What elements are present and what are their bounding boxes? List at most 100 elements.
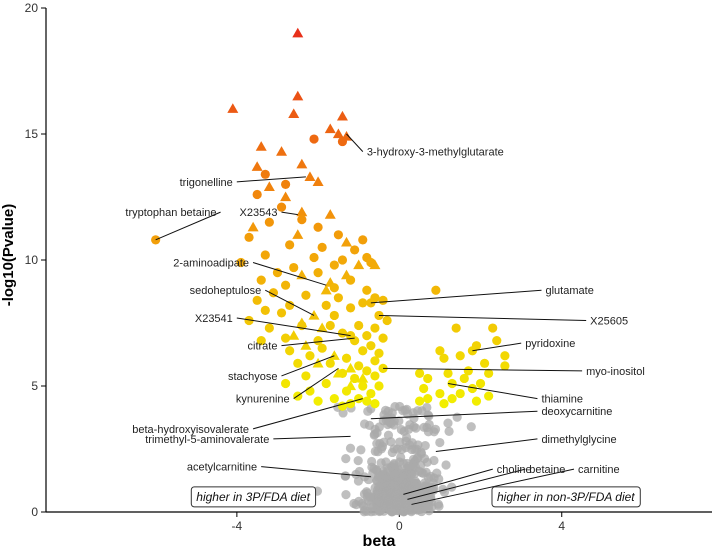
significant-circle-point <box>280 280 291 290</box>
significant-circle-point <box>337 328 348 338</box>
significant-circle-point <box>362 396 372 406</box>
significant-circle-point <box>305 351 315 361</box>
significant-circle-point <box>252 295 262 305</box>
significant-circle-point <box>455 388 465 399</box>
annotation-leader <box>252 262 327 286</box>
significant-circle-point <box>451 323 461 333</box>
x-tick-label: 0 <box>396 519 403 533</box>
significant-circle-point <box>370 399 380 409</box>
annotation-leader <box>236 176 306 183</box>
annotation-label: pyridoxine <box>525 338 575 350</box>
significant-triangle-point <box>296 158 308 169</box>
annotation-leader <box>281 211 298 216</box>
significant-circle-point <box>374 348 384 358</box>
annotation-label: glutamate <box>546 285 594 297</box>
significant-points <box>151 27 510 411</box>
annotation-label: X23543 <box>240 207 278 219</box>
annotation-label: stachyose <box>228 371 278 383</box>
significant-triangle-point <box>336 110 348 121</box>
nonsig-point <box>405 420 415 430</box>
nonsig-point <box>443 418 453 428</box>
significant-circle-point <box>370 371 380 381</box>
y-tick-label: 0 <box>31 505 38 519</box>
direction-box: higher in non-3P/FDA diet <box>491 486 641 508</box>
annotation-label: dimethylglycine <box>541 434 616 446</box>
nonsignificant-points <box>312 401 476 517</box>
nonsig-point <box>444 426 454 436</box>
annotation-label: deoxycarnitine <box>541 406 612 418</box>
annotation-leader <box>293 367 339 400</box>
x-tick-label: 4 <box>558 519 565 533</box>
axes: 0 5 10 15 20 -4 0 4 <box>25 1 712 533</box>
significant-circle-point <box>423 394 433 404</box>
significant-circle-point <box>443 368 453 378</box>
annotation-labels: 3-hydroxy-3-methylglutarate trigonelline t… <box>125 147 644 477</box>
annotation-label: sedoheptulose <box>190 285 262 297</box>
nonsig-point <box>381 482 391 492</box>
nonsig-point <box>382 463 392 473</box>
annotation-label: myo-inositol <box>586 366 645 378</box>
direction-box-label: higher in 3P/FDA diet <box>196 490 310 504</box>
significant-circle-point <box>350 336 360 346</box>
significant-triangle-point <box>308 309 320 320</box>
significant-circle-point <box>374 381 384 391</box>
significant-circle-point <box>447 394 457 404</box>
nonsig-point <box>439 487 450 497</box>
annotation-leader <box>411 468 575 505</box>
significant-circle-point <box>309 134 319 144</box>
nonsig-point <box>359 507 369 517</box>
annotation-leader <box>403 468 493 495</box>
nonsig-point <box>389 420 399 430</box>
significant-circle-point <box>350 373 360 384</box>
significant-circle-point <box>280 179 291 189</box>
nonsig-point <box>378 416 388 426</box>
nonsig-point <box>429 427 439 437</box>
significant-circle-point <box>244 232 254 242</box>
significant-triangle-point <box>328 350 340 360</box>
annotation-label: 3-hydroxy-3-methylglutarate <box>367 147 504 159</box>
significant-circle-point <box>435 388 445 399</box>
significant-circle-point <box>345 303 356 313</box>
significant-triangle-point <box>280 191 292 202</box>
annotation-leader <box>407 468 526 500</box>
annotation-label: beta-hydroxyisovalerate <box>132 424 249 436</box>
significant-circle-point <box>479 358 490 368</box>
direction-boxes: higher in 3P/FDA diet higher in non-3P/FD… <box>190 486 641 508</box>
annotation-label: thiamine <box>541 394 583 406</box>
significant-circle-point <box>276 308 287 318</box>
significant-circle-point <box>256 275 266 285</box>
nonsig-point <box>392 500 402 510</box>
annotation-label: X23541 <box>195 313 233 325</box>
significant-circle-point <box>431 285 441 295</box>
annotation-leader <box>236 317 351 337</box>
nonsig-point <box>418 468 428 479</box>
significant-circle-point <box>484 391 494 401</box>
direction-box-frame <box>491 486 641 508</box>
significant-circle-point <box>321 300 331 310</box>
significant-circle-point <box>280 378 291 389</box>
nonsig-point <box>372 428 382 438</box>
significant-triangle-point <box>341 236 353 247</box>
annotation-label: kynurenine <box>236 394 290 406</box>
significant-circle-point <box>488 323 498 333</box>
significant-circle-point <box>313 268 323 278</box>
significant-triangle-point <box>292 229 304 239</box>
significant-circle-point <box>492 336 502 346</box>
significant-circle-point <box>321 378 331 389</box>
significant-circle-point <box>378 295 388 305</box>
nonsig-point <box>351 500 361 510</box>
nonsig-point <box>394 457 405 467</box>
significant-circle-point <box>415 368 425 378</box>
y-tick-label: 10 <box>25 253 39 267</box>
nonsig-point <box>363 406 373 416</box>
significant-triangle-point <box>332 128 344 139</box>
significant-triangle-point <box>263 181 275 192</box>
nonsig-point <box>383 406 393 416</box>
nonsig-point <box>387 447 397 458</box>
nonsig-point <box>413 406 423 416</box>
significant-circle-point <box>484 368 494 378</box>
annotation-label: betaine <box>529 464 565 476</box>
y-ticks: 0 5 10 15 20 <box>25 1 46 519</box>
y-tick-label: 5 <box>31 379 38 393</box>
nonsig-point <box>402 404 412 414</box>
